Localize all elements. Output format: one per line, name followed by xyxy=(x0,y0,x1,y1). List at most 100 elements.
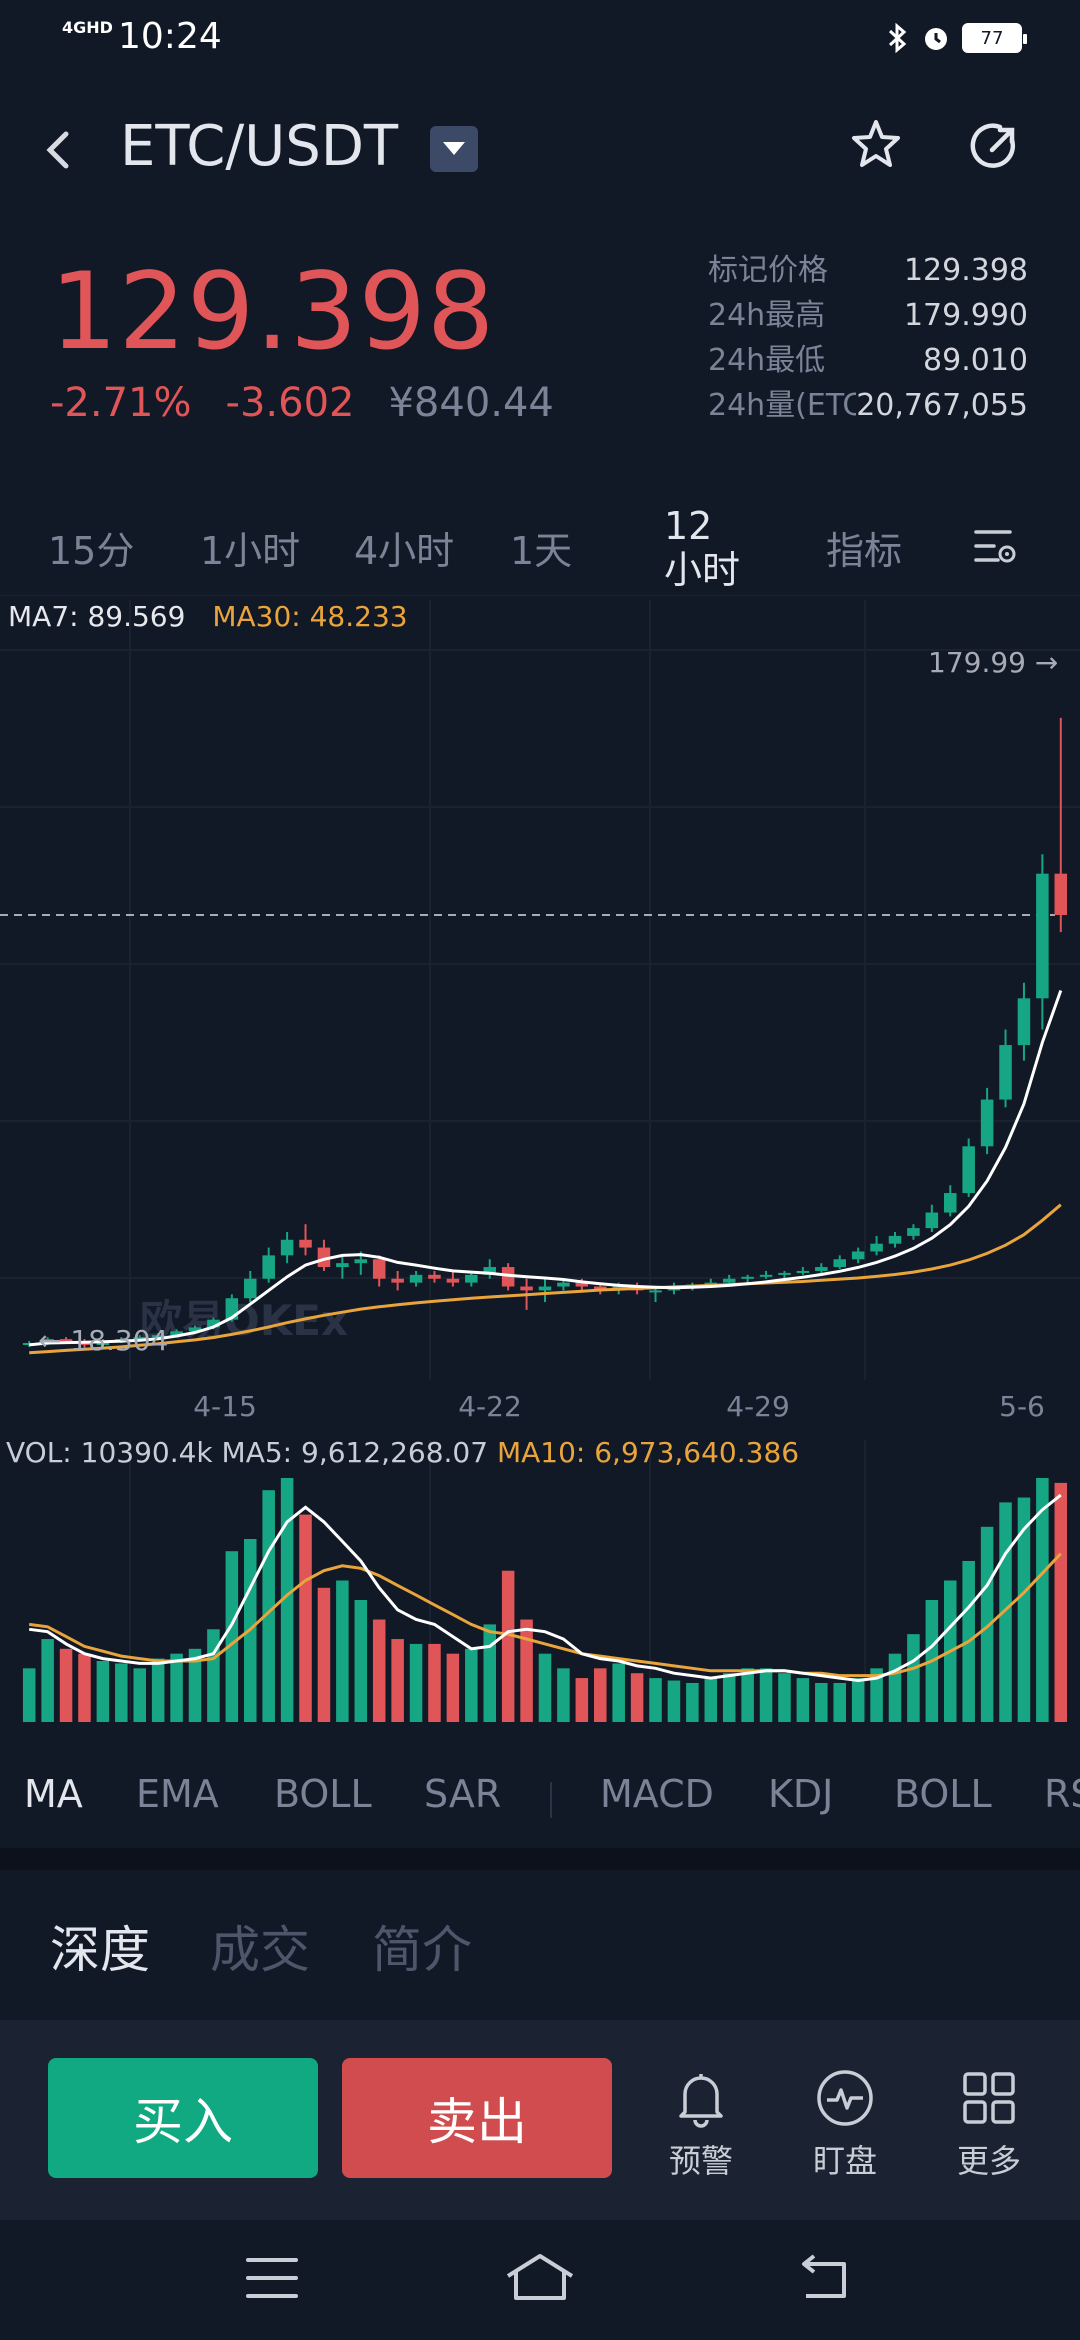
volume-bar xyxy=(1017,1497,1031,1722)
indicator-divider xyxy=(550,1782,552,1818)
volume-bar xyxy=(1036,1478,1049,1722)
volume-bar xyxy=(759,1668,773,1722)
home-icon[interactable] xyxy=(504,2250,576,2306)
stat-value: 89.010 xyxy=(923,343,1028,378)
chart-settings-icon[interactable] xyxy=(972,524,1018,570)
tab-indicators[interactable]: 指标 xyxy=(826,529,903,573)
ma-legend: MA7: 89.569 MA30: 48.233 xyxy=(8,600,426,633)
market-stats: 标记价格 129.398 24h最高 179.990 24h最低 89.010 24h… xyxy=(708,248,1028,428)
volume-bar xyxy=(1054,1482,1068,1722)
change-amount: -3.602 xyxy=(225,380,355,426)
volume-bar xyxy=(612,1663,625,1722)
volume-bar xyxy=(207,1629,220,1722)
indicator-ma[interactable]: MA xyxy=(24,1772,83,1816)
signal-indicator: 4GHD xyxy=(62,18,113,37)
candle-body xyxy=(244,1278,257,1299)
more-label: 更多 xyxy=(956,2142,1021,2180)
volume-bar xyxy=(446,1653,460,1722)
bell-icon xyxy=(679,2074,723,2128)
candle-body xyxy=(833,1259,846,1268)
volume-bar xyxy=(630,1673,644,1722)
candle-body xyxy=(907,1228,920,1236)
tab-depth[interactable]: 深度 xyxy=(50,1921,150,1979)
volume-bar xyxy=(557,1668,570,1722)
dropdown-icon[interactable] xyxy=(430,126,478,172)
price-changes: -2.71% -3.602 ¥840.44 xyxy=(50,380,554,426)
stat-row: 标记价格 129.398 xyxy=(708,248,1028,293)
candle-body xyxy=(280,1239,294,1256)
pair-title[interactable]: ETC/USDT xyxy=(120,114,399,179)
tab-15m[interactable]: 15分 xyxy=(48,529,135,573)
more-button[interactable]: 更多 xyxy=(934,2068,1044,2182)
action-bar: 买入 卖出 预警 盯盘 更多 xyxy=(0,2020,1080,2220)
vol-ma10-legend: MA10: 6,973,640.386 xyxy=(496,1436,800,1469)
volume-bar xyxy=(41,1639,54,1722)
menu-icon[interactable] xyxy=(244,2250,300,2306)
x-tick-label: 4-15 xyxy=(193,1390,257,1423)
volume-bar xyxy=(78,1653,91,1722)
candle-body xyxy=(354,1259,368,1264)
candle-body xyxy=(1054,873,1068,915)
candle-body xyxy=(188,1327,202,1332)
tab-12h[interactable]: 12小时 xyxy=(664,504,741,592)
stat-row: 24h最低 89.010 xyxy=(708,338,1028,383)
indicator-rsi[interactable]: RSI xyxy=(1044,1772,1080,1816)
candle-body xyxy=(41,1339,54,1343)
stat-row: 24h量(ETC)20,767,055 xyxy=(708,383,1028,428)
candle-body xyxy=(778,1272,791,1275)
buy-button[interactable]: 买入 xyxy=(48,2058,318,2178)
watch-button[interactable]: 盯盘 xyxy=(790,2068,900,2182)
indicator-bar: MA EMA BOLL SAR MACD KDJ BOLL RSI xyxy=(0,1760,1080,1842)
candle-body xyxy=(520,1286,533,1291)
bluetooth-icon xyxy=(888,22,907,54)
volume-legend: VOL: 10390.4k MA5: 9,612,268.07 MA10: 6,… xyxy=(6,1436,799,1469)
stat-label: 24h最高 xyxy=(708,298,826,333)
candle-body xyxy=(888,1235,902,1244)
back-nav-icon[interactable] xyxy=(794,2250,854,2306)
volume-bar xyxy=(22,1668,36,1722)
share-icon[interactable] xyxy=(968,118,1024,174)
candle-body xyxy=(133,1337,146,1340)
tab-1d[interactable]: 1天 xyxy=(510,529,573,573)
tab-1h[interactable]: 1小时 xyxy=(200,529,301,573)
volume-bar xyxy=(151,1658,165,1722)
pulse-icon xyxy=(817,2070,873,2126)
volume-bar xyxy=(796,1678,810,1722)
volume-bar xyxy=(686,1682,699,1722)
candle-body xyxy=(207,1319,220,1328)
ma30-legend: MA30: 48.233 xyxy=(212,600,408,633)
status-bar: 4GHD 10:24 77 xyxy=(0,0,1080,84)
indicator-boll[interactable]: BOLL xyxy=(274,1772,372,1816)
candle-body xyxy=(59,1339,73,1342)
low-price-marker: ← 18.304 xyxy=(38,1324,168,1357)
stat-value: 129.398 xyxy=(903,253,1028,288)
indicator-sar[interactable]: SAR xyxy=(424,1772,502,1816)
ma7-line xyxy=(29,989,1063,1347)
indicator-ema[interactable]: EMA xyxy=(136,1772,219,1816)
candle-body xyxy=(1017,998,1031,1046)
back-icon[interactable] xyxy=(36,118,86,182)
candle-body xyxy=(796,1270,810,1273)
volume-bar xyxy=(833,1682,846,1722)
tab-intro[interactable]: 简介 xyxy=(372,1921,472,1979)
indicator-macd[interactable]: MACD xyxy=(600,1772,714,1816)
x-tick-label: 4-22 xyxy=(458,1390,522,1423)
tab-4h[interactable]: 4小时 xyxy=(354,529,455,573)
status-time: 10:24 xyxy=(118,16,222,57)
volume-bar xyxy=(354,1600,368,1722)
stat-value: 20,767,055 xyxy=(856,388,1028,423)
last-price: 129.398 xyxy=(50,250,496,373)
candle-body xyxy=(483,1267,496,1275)
system-nav-bar xyxy=(0,2220,1080,2340)
tab-trades[interactable]: 成交 xyxy=(210,1921,310,1979)
stat-label: 24h量(ETC) xyxy=(708,388,857,423)
indicator-boll-sub[interactable]: BOLL xyxy=(894,1772,992,1816)
indicator-kdj[interactable]: KDJ xyxy=(768,1772,834,1816)
volume-bar xyxy=(336,1580,349,1722)
candle-body xyxy=(538,1286,552,1291)
sell-button[interactable]: 卖出 xyxy=(342,2058,612,2178)
star-icon[interactable] xyxy=(848,116,904,172)
alarm-icon xyxy=(925,28,947,50)
alert-button[interactable]: 预警 xyxy=(646,2068,756,2182)
